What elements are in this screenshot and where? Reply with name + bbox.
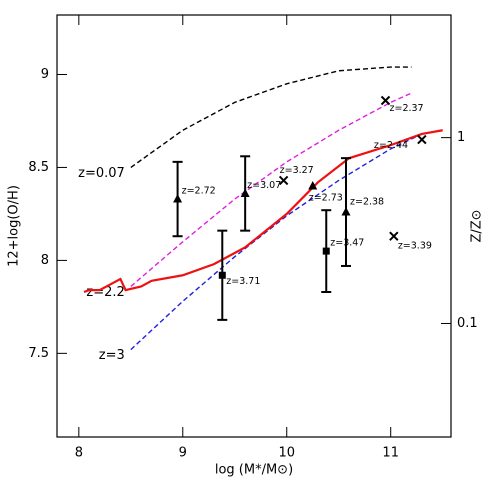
y2-tick-label: 1 (457, 130, 465, 145)
line (130, 133, 423, 351)
y2-axis-label: Z/Z⊙ (470, 209, 485, 242)
point-label: z=3.71 (226, 276, 260, 287)
series-label: z=0.07 (78, 166, 125, 181)
point-label: z=3.27 (280, 165, 314, 176)
point-label: z=3.07 (247, 180, 281, 191)
plot-frame (56, 14, 452, 438)
point-label: z=3.47 (330, 238, 364, 249)
point-label: z=2.44 (374, 140, 408, 151)
marker (308, 181, 318, 190)
marker (322, 247, 330, 255)
marker (417, 134, 427, 145)
y-tick-label: 7.5 (28, 346, 49, 361)
y-tick-label: 9 (41, 67, 49, 82)
marker (380, 95, 391, 106)
line (130, 66, 412, 169)
marker (240, 188, 250, 197)
point-label: z=2.38 (350, 197, 384, 208)
marker (218, 271, 226, 279)
series-label: z=2.2 (86, 285, 124, 300)
marker (173, 194, 183, 203)
x-tick-label: 10 (278, 446, 295, 461)
x-tick-label: 9 (179, 446, 187, 461)
x-tick-label: 8 (75, 446, 83, 461)
series-label: z=3 (99, 348, 125, 363)
marker (278, 175, 289, 186)
point-label: z=2.72 (182, 186, 216, 197)
y-tick-label: 8 (41, 253, 49, 268)
y-tick-label: 8.5 (28, 160, 49, 175)
y-axis-label: 12+log(O/H) (7, 185, 22, 267)
marker (341, 207, 351, 216)
point-label: z=2.73 (309, 193, 343, 204)
line (83, 129, 443, 294)
x-tick-label: 11 (382, 446, 399, 461)
line (130, 92, 412, 287)
point-label: z=2.37 (390, 103, 424, 114)
point-label: z=3.39 (398, 241, 432, 252)
x-axis-label: log (M*/M⊙) (215, 463, 293, 478)
y2-tick-label: 0.1 (457, 316, 478, 331)
marker (389, 231, 399, 241)
